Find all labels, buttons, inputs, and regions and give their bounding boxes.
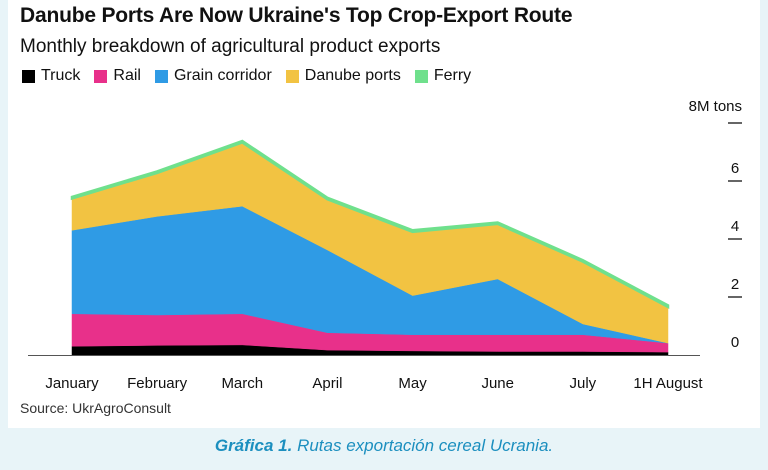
legend-item-truck: Truck	[22, 67, 80, 85]
legend-swatch	[154, 69, 168, 83]
x-tick-label: February	[127, 375, 188, 392]
legend-swatch	[414, 69, 428, 83]
legend-item-rail: Rail	[94, 67, 141, 85]
x-tick-label: April	[312, 375, 342, 392]
legend-item-grain-corridor: Grain corridor	[154, 67, 272, 85]
legend-item-ferry: Ferry	[414, 67, 472, 85]
legend-item-danube-ports: Danube ports	[285, 67, 401, 85]
figure-caption: Gráfica 1. Rutas exportación cereal Ucra…	[0, 436, 768, 456]
legend-label: Rail	[113, 67, 141, 84]
caption-label: Gráfica 1.	[214, 436, 293, 455]
legend-label: Danube ports	[304, 67, 401, 84]
y-tick-label-6: 6	[731, 160, 739, 177]
chart-legend: Truck Rail Grain corridor Danube ports Ferry	[22, 67, 471, 85]
legend-label: Truck	[41, 67, 81, 84]
x-tick-label: July	[570, 375, 597, 392]
x-tick-label: March	[221, 375, 263, 392]
x-tick-label: January	[45, 375, 99, 392]
chart-title: Danube Ports Are Now Ukraine's Top Crop-…	[20, 4, 573, 27]
chart-source: Source: UkrAgroConsult	[20, 400, 171, 416]
x-tick-label: June	[481, 375, 514, 392]
y-tick-label-2: 2	[731, 276, 739, 293]
y-tick-label-0: 0	[731, 334, 739, 351]
x-tick-label: May	[398, 375, 427, 392]
y-tick-label-4: 4	[731, 218, 739, 235]
x-tick-label: 1H August	[633, 375, 703, 392]
y-axis-label: 8M tons	[689, 98, 742, 115]
caption-text: Rutas exportación cereal Ucrania.	[292, 436, 554, 455]
chart-subtitle: Monthly breakdown of agricultural produc…	[20, 36, 441, 57]
legend-swatch	[285, 69, 299, 83]
legend-swatch	[22, 69, 35, 83]
legend-label: Grain corridor	[173, 67, 272, 84]
stacked-area-chart: 0 2 4 6 8M tons January February March April May J…	[28, 98, 742, 392]
area-ferry	[70, 139, 670, 309]
legend-label: Ferry	[433, 67, 472, 84]
legend-swatch	[94, 69, 108, 83]
